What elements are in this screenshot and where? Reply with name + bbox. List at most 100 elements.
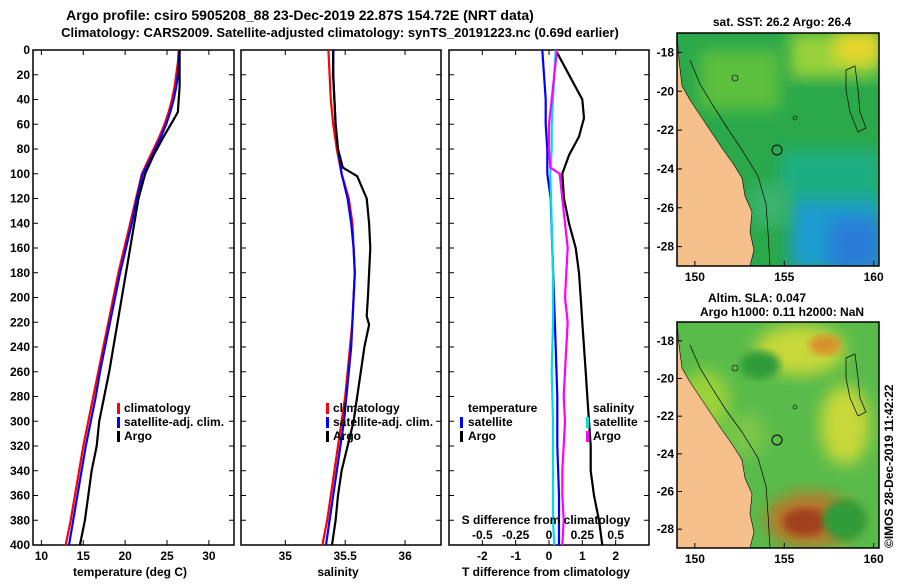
x-tick-label: -2 bbox=[477, 549, 488, 563]
temperature-plot-frame bbox=[32, 49, 235, 546]
legend-swatch-climatology bbox=[117, 403, 120, 414]
y-tick-label: 320 bbox=[10, 439, 30, 453]
series-line-temperature-argo bbox=[554, 49, 604, 546]
difference-panel: -2 -1 0 1 2 -0.5 -0.25 0 0.25 0.5 T difference fr… bbox=[448, 49, 650, 579]
series-line-argo bbox=[78, 50, 181, 546]
difference-legend-temperature: temperature satellite Argo bbox=[460, 401, 538, 443]
legend-swatch-temp-argo bbox=[460, 431, 463, 442]
legend-label-temp-satellite: satellite bbox=[468, 415, 513, 429]
legend-swatch-argo bbox=[326, 431, 329, 442]
difference-axis-label: T difference from climatology bbox=[462, 565, 630, 579]
temperature-panel: 0 20 40 60 80 100 120 140 160 180 200 220 240 260 280 3… bbox=[10, 43, 235, 579]
sst-map-image bbox=[677, 33, 879, 266]
map-y-tick-label: -28 bbox=[657, 522, 675, 536]
map-y-tick-label: -24 bbox=[657, 447, 675, 461]
series-line-salinity-satellite bbox=[549, 49, 557, 546]
legend-swatch-climatology bbox=[326, 403, 329, 414]
s-x-tick-label: -0.25 bbox=[502, 528, 530, 542]
series-line-salinity-argo bbox=[547, 49, 569, 546]
salinity-panel: 35 35.5 36 salinity climatology satellite-… bbox=[240, 49, 442, 579]
y-tick-label: 360 bbox=[10, 489, 30, 503]
legend-label-sal-satellite: satellite bbox=[593, 415, 638, 429]
salinity-legend: climatology satellite-adj. clim. Argo bbox=[326, 401, 433, 443]
legend-label-climatology: climatology bbox=[333, 401, 400, 415]
y-tick-label: 40 bbox=[17, 93, 31, 107]
y-tick-label: 220 bbox=[10, 315, 30, 329]
map-y-tick-label: -24 bbox=[657, 162, 675, 176]
y-tick-label: 340 bbox=[10, 464, 30, 478]
map-y-tick-label: -18 bbox=[657, 334, 675, 348]
map-y-tick-label: -20 bbox=[657, 84, 675, 98]
sst-reef-contour bbox=[845, 65, 867, 133]
s-x-tick-label: -0.5 bbox=[472, 528, 493, 542]
y-tick-label: 140 bbox=[10, 216, 30, 230]
map-x-tick-label: 160 bbox=[864, 270, 884, 284]
legend-label-satellite: satellite-adj. clim. bbox=[124, 415, 224, 429]
map-y-tick-label: -22 bbox=[657, 123, 675, 137]
map-y-tick-label: -22 bbox=[657, 409, 675, 423]
y-tick-label: 120 bbox=[10, 192, 30, 206]
sst-shelf-contour bbox=[689, 59, 771, 266]
legend-label-argo: Argo bbox=[333, 429, 361, 443]
sst-map-panel: sat. SST: 26.2 Argo: 26.4 150 155 160 -18 -2… bbox=[657, 15, 884, 284]
legend-label-temp-argo: Argo bbox=[468, 429, 496, 443]
figure-title: Argo profile: csiro 5905208_88 23-Dec-20… bbox=[66, 7, 534, 23]
series-line-climatology bbox=[64, 49, 180, 546]
map-y-tick-label: -28 bbox=[657, 240, 675, 254]
sla-argo-position-marker bbox=[771, 434, 783, 446]
altimetry-map-image bbox=[677, 322, 879, 548]
series-line-argo bbox=[330, 50, 372, 546]
map-y-tick-label: -20 bbox=[657, 372, 675, 386]
map-x-tick-label: 150 bbox=[685, 270, 705, 284]
salinity-axis-label: salinity bbox=[317, 565, 359, 579]
legend-swatch-argo bbox=[117, 431, 120, 442]
map-x-tick-label: 155 bbox=[774, 270, 794, 284]
y-tick-label: 180 bbox=[10, 266, 30, 280]
legend-swatch-sal-argo bbox=[586, 431, 589, 442]
salinity-difference-axis-label: S difference from climatology bbox=[462, 513, 631, 527]
series-line-climatology bbox=[321, 49, 356, 546]
y-tick-label: 80 bbox=[17, 142, 31, 156]
map-y-tick-label: -18 bbox=[657, 45, 675, 59]
altimetry-map-title: Altim. SLA: 0.047 bbox=[708, 291, 806, 305]
altimetry-map-subtitle: Argo h1000: 0.11 h2000: NaN bbox=[700, 305, 864, 319]
x-tick-label: 30 bbox=[202, 549, 216, 563]
y-tick-label: 160 bbox=[10, 241, 30, 255]
map-x-tick-label: 150 bbox=[685, 552, 705, 566]
legend-title-salinity: salinity bbox=[593, 401, 635, 415]
y-tick-label: 240 bbox=[10, 340, 30, 354]
legend-swatch-temp-satellite bbox=[460, 417, 463, 428]
x-tick-label: 1 bbox=[579, 549, 586, 563]
y-tick-label: 60 bbox=[17, 117, 31, 131]
legend-swatch-satellite bbox=[326, 417, 329, 428]
sst-argo-position-marker bbox=[771, 144, 783, 156]
temperature-axis-label: temperature (deg C) bbox=[73, 565, 187, 579]
y-tick-label: 260 bbox=[10, 365, 30, 379]
x-tick-label: 0 bbox=[546, 549, 553, 563]
series-line-satellite-adj-clim- bbox=[67, 49, 181, 546]
sla-reef-contour bbox=[845, 353, 867, 417]
x-tick-label: 35.5 bbox=[334, 549, 358, 563]
sst-land-australia bbox=[677, 33, 755, 266]
legend-label-climatology: climatology bbox=[124, 401, 191, 415]
x-tick-label: 15 bbox=[77, 549, 91, 563]
figure-subtitle: Climatology: CARS2009. Satellite-adjuste… bbox=[61, 25, 619, 40]
difference-legend-salinity: salinity satellite Argo bbox=[586, 401, 638, 443]
imos-credit: ©IMOS 28-Dec-2019 11:42:22 bbox=[882, 384, 896, 548]
map-x-tick-label: 155 bbox=[774, 552, 794, 566]
legend-title-temperature: temperature bbox=[468, 401, 538, 415]
x-tick-label: 10 bbox=[35, 549, 49, 563]
s-x-tick-label: 0.5 bbox=[607, 528, 624, 542]
x-tick-label: -1 bbox=[510, 549, 521, 563]
y-tick-label: 200 bbox=[10, 291, 30, 305]
sla-land-australia bbox=[677, 322, 755, 548]
sla-shelf-contour bbox=[689, 344, 771, 548]
altimetry-map-frame bbox=[676, 321, 880, 549]
sst-map-frame bbox=[676, 32, 880, 267]
y-tick-label: 0 bbox=[23, 43, 30, 57]
temperature-legend: climatology satellite-adj. clim. Argo bbox=[117, 401, 224, 443]
map-x-tick-label: 160 bbox=[864, 552, 884, 566]
y-tick-label: 300 bbox=[10, 414, 30, 428]
